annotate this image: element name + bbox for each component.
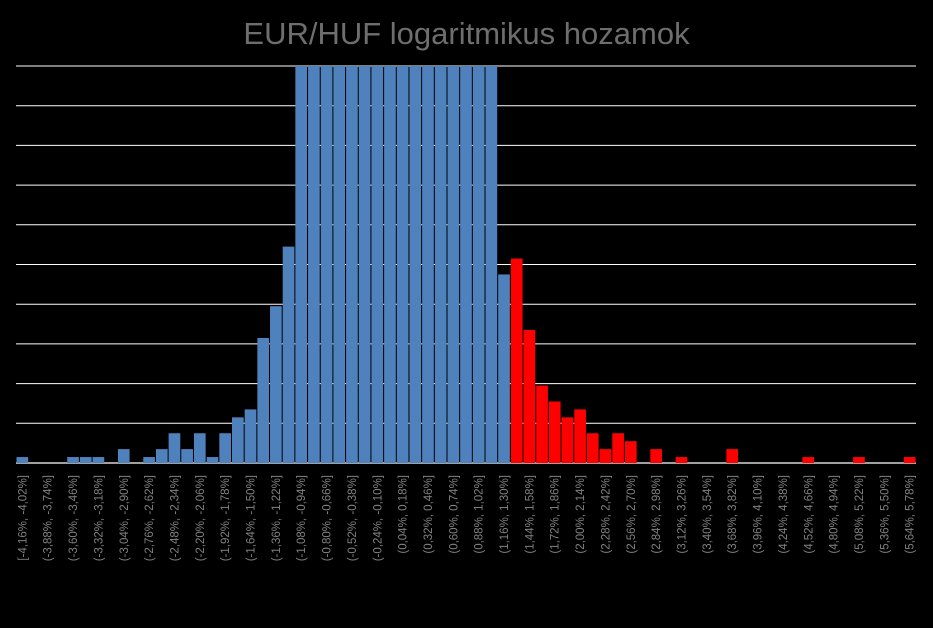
- bar: [308, 66, 320, 463]
- bar: [485, 66, 498, 463]
- bar: [257, 337, 270, 463]
- bar: [155, 449, 168, 463]
- bar: [168, 433, 181, 463]
- bar: [802, 457, 815, 463]
- x-tick-label: (5,36%, 5,50%]: [879, 475, 891, 554]
- x-tick-label: (-2,48%, -2,34%]: [169, 475, 181, 561]
- bar: [536, 385, 548, 463]
- x-tick-label: (5,64%, 5,78%]: [905, 475, 917, 554]
- bar: [384, 66, 396, 463]
- bar: [67, 457, 79, 463]
- bar: [79, 457, 92, 463]
- bar: [346, 66, 358, 463]
- bar: [231, 417, 244, 463]
- x-tick-label: (-1,64%, -1,50%]: [246, 475, 258, 561]
- bar: [282, 246, 295, 463]
- bar: [726, 449, 739, 463]
- x-tick-label: (-3,88%, -3,74%]: [43, 475, 55, 561]
- bar: [498, 274, 510, 463]
- bar: [574, 409, 586, 463]
- x-tick-label: (-0,24%, -0,10%]: [372, 475, 384, 561]
- x-tick-label: (-3,04%, -2,90%]: [119, 475, 131, 561]
- bar: [586, 433, 599, 463]
- x-tick-label: (-0,52%, -0,38%]: [347, 475, 359, 561]
- bar: [675, 457, 688, 463]
- bar: [409, 66, 422, 463]
- x-tick-label: [-4,16%, -4,02%]: [17, 475, 29, 561]
- x-tick-label: (3,68%, 3,82%]: [727, 475, 739, 554]
- bar: [396, 66, 409, 463]
- x-tick-label: (2,00%, 2,14%]: [575, 475, 587, 554]
- x-tick-label: (1,72%, 1,86%]: [550, 475, 562, 554]
- x-tick-labels: [-4,16%, -4,02%] (-3,88%, -3,74%] (-3,60%,…: [17, 475, 916, 561]
- x-tick-label: (3,12%, 3,26%]: [676, 475, 688, 554]
- bar: [422, 66, 434, 463]
- bar: [219, 433, 231, 463]
- bar: [460, 66, 472, 463]
- x-tick-label: (-2,76%, -2,62%]: [144, 475, 156, 561]
- x-tick-label: (2,56%, 2,70%]: [626, 475, 638, 554]
- bar: [244, 409, 257, 463]
- bar: [333, 66, 346, 463]
- bar: [206, 457, 219, 463]
- bar: [117, 449, 130, 463]
- bar: [612, 433, 624, 463]
- bar: [523, 330, 536, 463]
- bar: [472, 66, 485, 463]
- bar: [358, 66, 371, 463]
- x-tick-label: (2,28%, 2,42%]: [600, 475, 612, 554]
- bar: [447, 66, 460, 463]
- x-tick-label: (0,04%, 0,18%]: [398, 475, 410, 554]
- bar: [903, 457, 916, 463]
- bar: [320, 66, 333, 463]
- bar: [434, 66, 447, 463]
- x-tick-label: (4,24%, 4,38%]: [778, 475, 790, 554]
- bars: [16, 66, 916, 463]
- bar: [624, 441, 637, 463]
- x-tick-label: (-1,08%, -0,94%]: [296, 475, 308, 561]
- x-tick-label: (-1,92%, -1,78%]: [220, 475, 232, 561]
- x-tick-label: (3,40%, 3,54%]: [702, 475, 714, 554]
- x-tick-label: (0,32%, 0,46%]: [423, 475, 435, 554]
- x-tick-label: (1,44%, 1,58%]: [524, 475, 536, 554]
- x-tick-label: (-3,32%, -3,18%]: [93, 475, 105, 561]
- bar: [599, 449, 612, 463]
- x-tick-label: (-2,20%, -2,06%]: [195, 475, 207, 561]
- bar: [16, 457, 29, 463]
- x-tick-label: (-1,36%, -1,22%]: [271, 475, 283, 561]
- bar: [510, 258, 523, 463]
- x-tick-label: (2,84%, 2,98%]: [651, 475, 663, 554]
- bar: [92, 457, 105, 463]
- x-tick-label: (3,96%, 4,10%]: [753, 475, 765, 554]
- bar: [561, 417, 574, 463]
- bar: [853, 457, 865, 463]
- bar: [295, 66, 308, 463]
- x-tick-label: (4,80%, 4,94%]: [829, 475, 841, 554]
- x-tick-label: (-0,80%, -0,66%]: [322, 475, 334, 561]
- bar: [193, 433, 206, 463]
- bar: [548, 401, 561, 463]
- bar: [371, 66, 384, 463]
- x-tick-label: (0,88%, 1,02%]: [474, 475, 486, 554]
- bar: [181, 449, 193, 463]
- x-tick-label: (-3,60%, -3,46%]: [68, 475, 80, 561]
- x-tick-label: (1,16%, 1,30%]: [499, 475, 511, 554]
- bar: [143, 457, 155, 463]
- x-tick-label: (0,60%, 0,74%]: [448, 475, 460, 554]
- chart-title: EUR/HUF logaritmikus hozamok: [243, 16, 690, 51]
- x-tick-label: (4,52%, 4,66%]: [803, 475, 815, 554]
- bar: [650, 449, 662, 463]
- bar: [270, 306, 282, 463]
- x-tick-label: (5,08%, 5,22%]: [854, 475, 866, 554]
